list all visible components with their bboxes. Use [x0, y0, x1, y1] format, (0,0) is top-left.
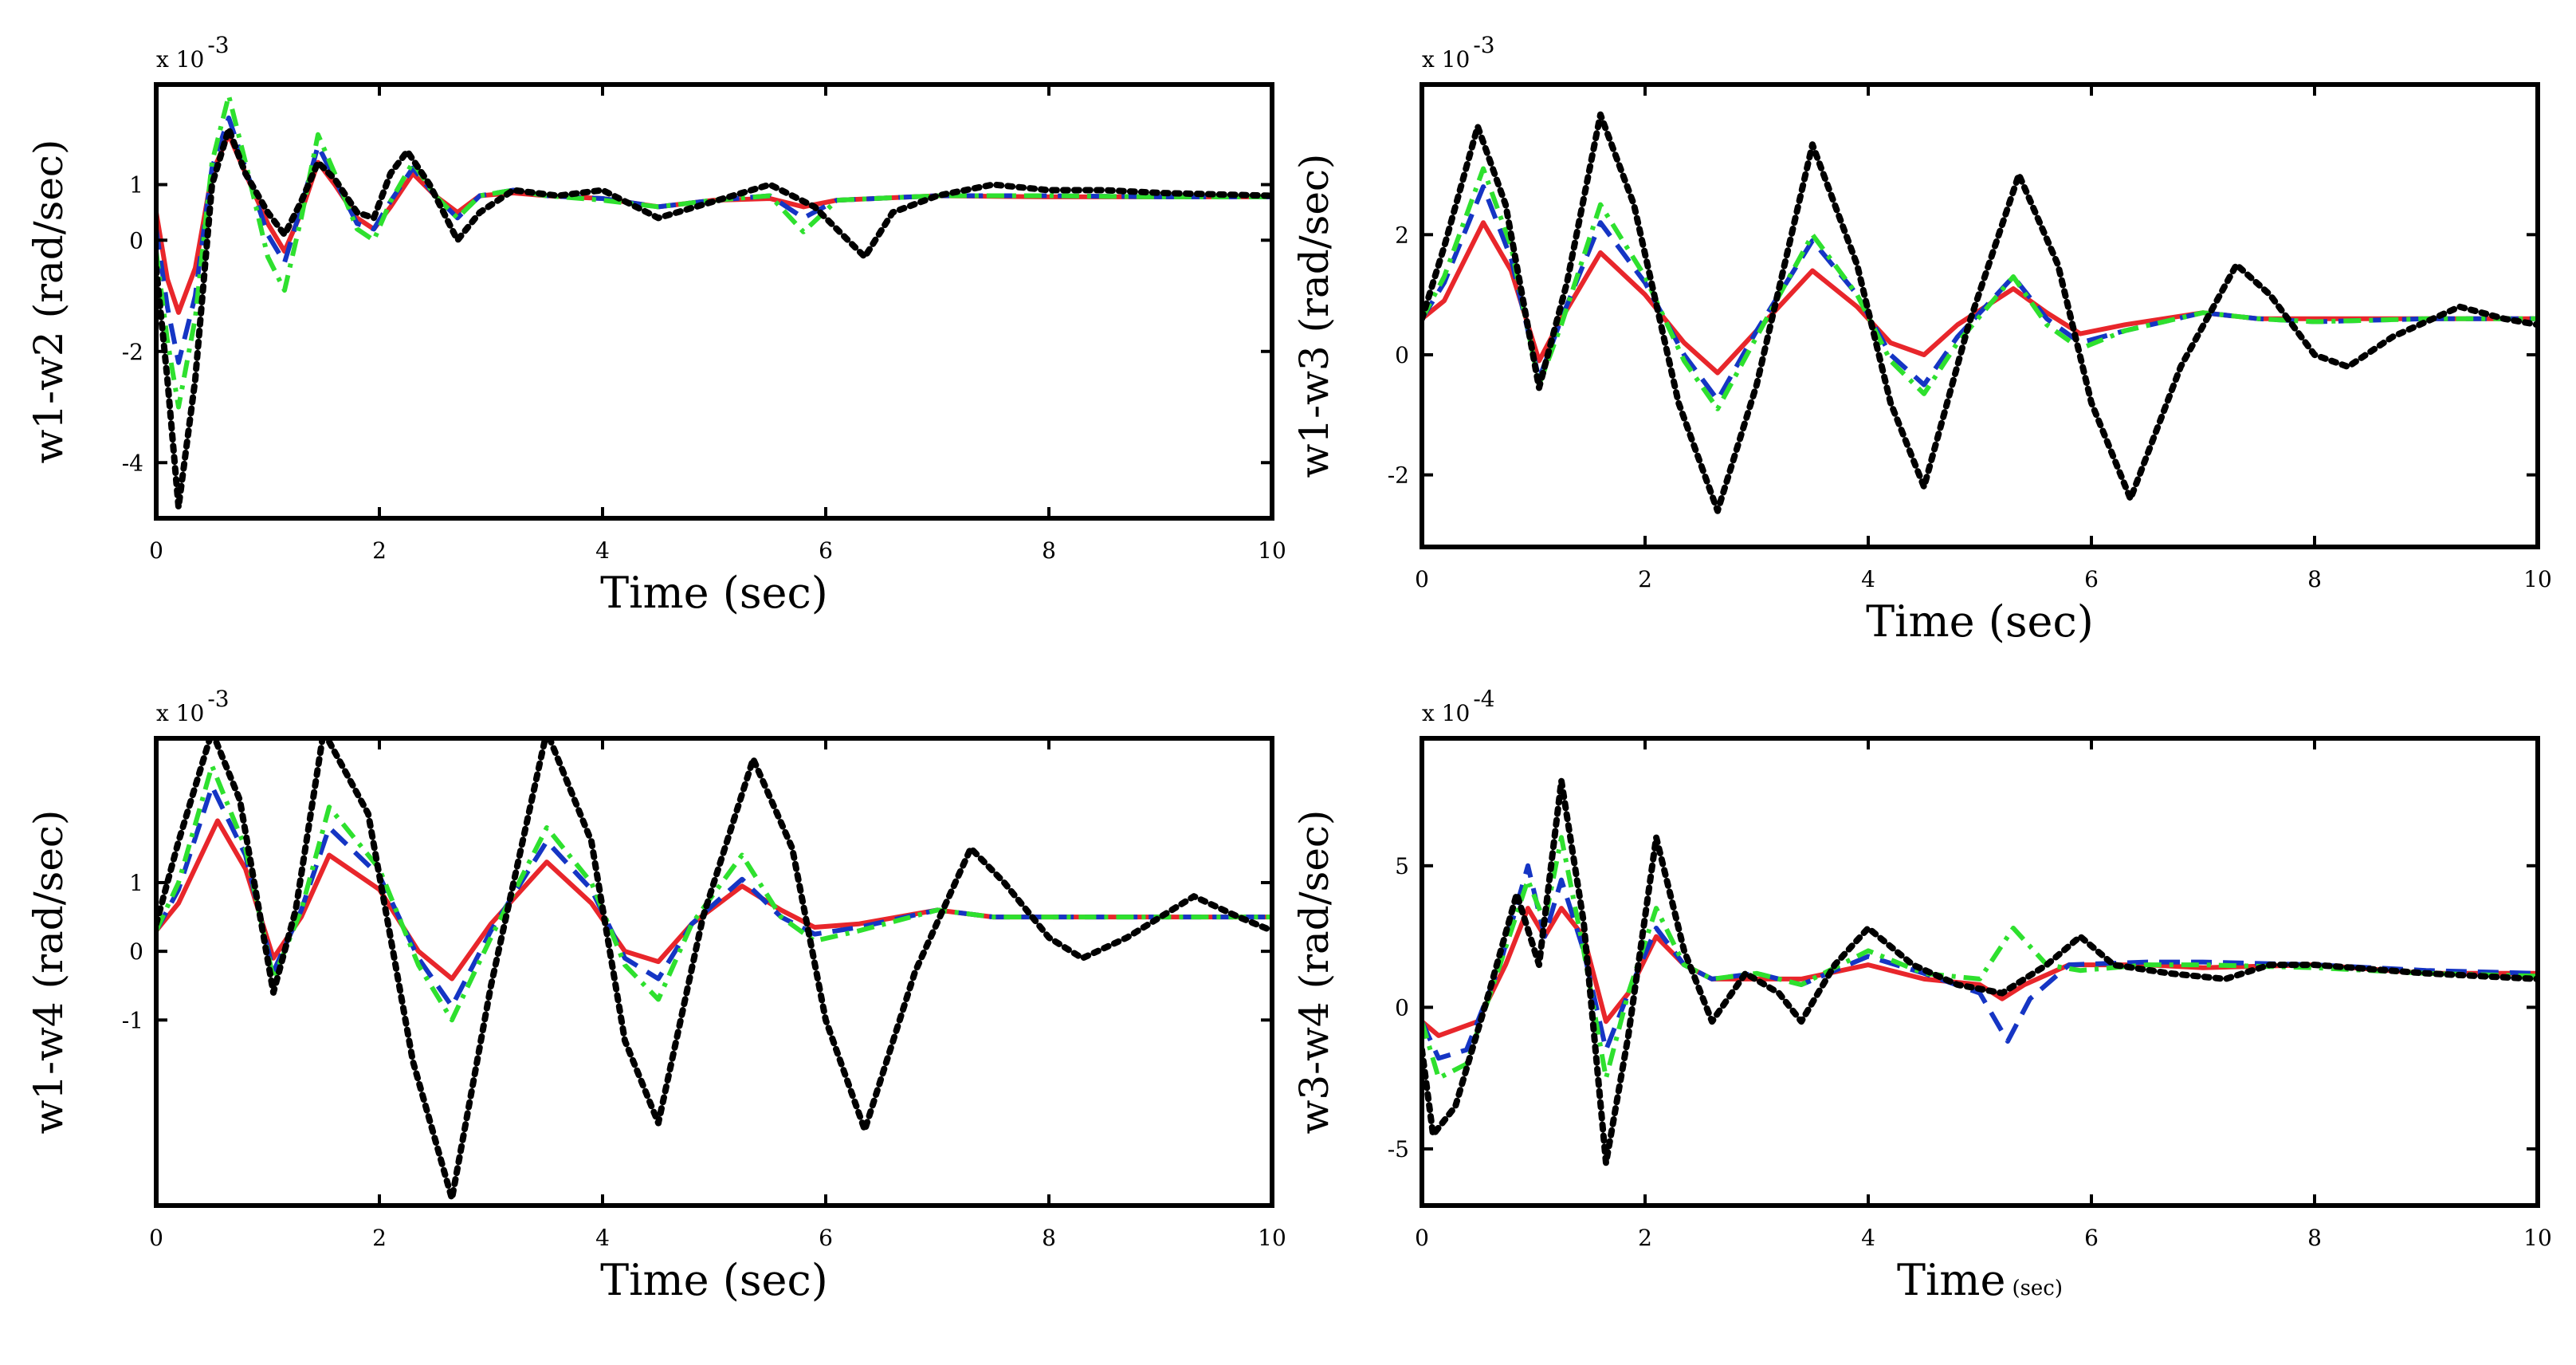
x-axis-label-unit: (sec): [2012, 1276, 2063, 1300]
x-tick-label: 4: [595, 537, 610, 564]
axis-multiplier: x 10-4: [1422, 686, 1495, 726]
axes-frame: [1420, 736, 2540, 1208]
x-tick-label: 2: [1638, 1225, 1652, 1251]
multiplier-base: x 10: [1422, 46, 1470, 73]
x-tick-label: 10: [1258, 1225, 1286, 1251]
x-tick-label: 6: [2084, 1225, 2099, 1251]
x-axis-label: Time (sec): [1897, 1255, 2063, 1305]
x-axis-label-text: Time (sec): [600, 568, 828, 618]
series-line-green-dashdot: [156, 763, 1272, 1023]
x-axis-label: Time (sec): [600, 568, 828, 618]
y-tick-label: -5: [1388, 1136, 1409, 1162]
series-line-black-dotted: [1422, 111, 2538, 514]
series-line-black-dotted: [1422, 777, 2538, 1166]
axis-multiplier: x 10-3: [156, 686, 230, 726]
x-tick-label: 4: [1861, 1225, 1875, 1251]
y-tick-label: 0: [129, 227, 143, 254]
y-tick-label: 0: [1395, 994, 1409, 1021]
y-axis-label: w1-w3 (rad/sec): [1291, 154, 1337, 478]
x-axis-label-text: Time (sec): [600, 1255, 828, 1305]
axis-multiplier: x 10-3: [156, 32, 230, 73]
x-tick-label: 10: [2523, 566, 2552, 592]
x-tick-label: 0: [149, 1225, 163, 1251]
x-axis-label: Time (sec): [600, 1255, 828, 1305]
x-tick-label: 2: [372, 1225, 387, 1251]
x-tick-label: 8: [2307, 1225, 2322, 1251]
y-axis-label: w3-w4 (rad/sec): [1291, 810, 1337, 1135]
multiplier-base: x 10: [1422, 700, 1470, 726]
multiplier-exponent: -4: [1473, 686, 1494, 712]
x-tick-label: 10: [2523, 1225, 2552, 1251]
x-axis-label: Time (sec): [1866, 596, 2094, 647]
y-tick-label: 1: [129, 870, 143, 896]
y-axis-label: w1-w4 (rad/sec): [26, 810, 72, 1135]
x-tick-label: 10: [1258, 537, 1286, 564]
x-tick-label: 6: [2084, 566, 2099, 592]
series-line-blue-dashed: [1422, 863, 2538, 1061]
x-tick-label: 4: [1861, 566, 1875, 592]
axes-frame: [1420, 82, 2540, 549]
axes-frame: [154, 82, 1274, 521]
x-tick-label: 2: [1638, 566, 1652, 592]
x-tick-label: 6: [819, 537, 833, 564]
multiplier-base: x 10: [156, 46, 204, 73]
x-tick-label: 6: [819, 1225, 833, 1251]
multiplier-exponent: -3: [207, 686, 229, 712]
y-tick-label: -2: [122, 339, 143, 365]
subplot-4: 0 2 4 6 8 10 5 0 -5 x 10-4 Time (sec) w3-w4 (rad/sec…: [1291, 686, 2552, 1305]
y-tick-label: -2: [1388, 462, 1409, 489]
x-tick-label: 8: [1042, 537, 1056, 564]
y-tick-label: 0: [1395, 342, 1409, 368]
multiplier-exponent: -3: [1473, 32, 1494, 58]
series-line-black-dotted: [156, 738, 1272, 1202]
y-tick-label: 0: [129, 938, 143, 965]
x-tick-label: 4: [595, 1225, 610, 1251]
axes-frame: [154, 736, 1274, 1208]
x-axis-label-text: Time: [1897, 1255, 2005, 1305]
y-tick-label: -1: [122, 1007, 143, 1033]
y-tick-label: -4: [122, 450, 143, 476]
x-axis-label-text: Time (sec): [1866, 596, 2094, 647]
y-axis-label: w1-w2 (rad/sec): [26, 140, 72, 464]
x-tick-label: 2: [372, 537, 387, 564]
y-tick-label: 1: [129, 172, 143, 199]
y-tick-label: 5: [1395, 853, 1409, 879]
axis-multiplier: x 10-3: [1422, 32, 1495, 73]
x-tick-label: 0: [1415, 1225, 1429, 1251]
x-tick-label: 0: [1415, 566, 1429, 592]
series-line-blue-dashed: [156, 115, 1272, 365]
subplot-2: 0 2 4 6 8 10 2 0 -2 x 10-3 Time (sec) w1-w3 (rad/se…: [1291, 32, 2552, 647]
series-line-green-dashdot: [156, 92, 1272, 410]
x-tick-label: 8: [1042, 1225, 1056, 1251]
multiplier-exponent: -3: [207, 32, 229, 58]
y-tick-label: 2: [1395, 222, 1409, 248]
x-tick-label: 8: [2307, 566, 2322, 592]
multiplier-base: x 10: [156, 700, 204, 726]
x-tick-label: 0: [149, 537, 163, 564]
series-line-black-dotted: [156, 125, 1272, 511]
